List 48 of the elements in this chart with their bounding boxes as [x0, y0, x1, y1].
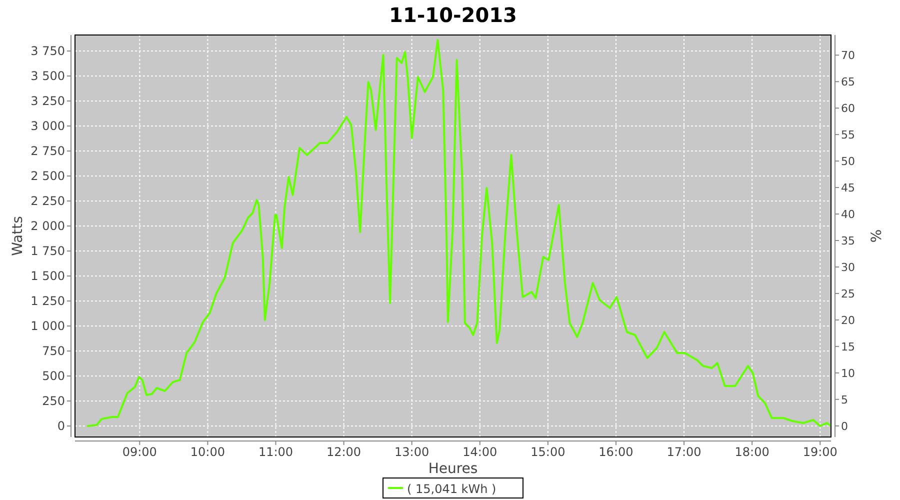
x-tick-label: 12:00: [326, 445, 362, 459]
y2-tick-label: 25: [841, 287, 855, 300]
y2-tick-label: 40: [841, 208, 855, 222]
x-axis-title: Heures: [428, 461, 478, 477]
y-tick-label: 3 250: [30, 94, 65, 108]
y2-tick-label: 15: [841, 340, 855, 354]
y-tick-label: 3 750: [30, 44, 65, 58]
y2-tick-label: 60: [841, 102, 855, 116]
y-tick-label: 3 500: [30, 69, 65, 83]
y-tick-label: 2 500: [30, 169, 65, 183]
x-tick-label: 10:00: [190, 445, 225, 459]
x-tick-label: 11:00: [258, 445, 294, 459]
y2-tick-label: 35: [841, 234, 855, 248]
y2-axis-title: %: [869, 229, 885, 243]
y-tick-label: 0: [57, 419, 65, 433]
y2-tick-label: 5: [841, 393, 848, 406]
line-series: [86, 39, 831, 427]
chart-title: 11-10-2013: [389, 3, 517, 27]
x-tick-label: 09:00: [122, 445, 157, 459]
y2-tick-label: 65: [841, 76, 855, 89]
y2-tick-label: 30: [841, 260, 855, 274]
y2-tick-label: 20: [841, 314, 855, 327]
y2-tick-label: 50: [841, 155, 855, 168]
x-tick-label: 15:00: [530, 445, 566, 459]
x-tick-label: 13:00: [394, 445, 430, 459]
y-tick-label: 2 000: [30, 219, 65, 233]
x-tick-label: 18:00: [734, 445, 770, 459]
y-tick-label: 1 500: [30, 269, 65, 283]
y-tick-label: 1 000: [30, 319, 65, 333]
legend-label: ( 15,041 kWh ): [407, 482, 496, 496]
x-tick-label: 17:00: [666, 445, 702, 459]
y-tick-label: 750: [42, 344, 65, 358]
y2-tick-label: 70: [841, 49, 855, 62]
x-tick-label: 14:00: [462, 445, 498, 459]
y-axis-title: Watts: [10, 216, 26, 256]
y2-tick-label: 55: [841, 128, 855, 142]
y-tick-label: 1 750: [30, 244, 65, 258]
y-tick-label: 1 250: [30, 294, 65, 308]
x-tick-label: 16:00: [598, 445, 634, 459]
y-tick-label: 250: [42, 394, 65, 408]
y2-tick-label: 45: [841, 182, 855, 195]
y-tick-label: 500: [42, 369, 65, 383]
y2-tick-label: 0: [841, 420, 848, 433]
y-tick-label: 2 250: [30, 194, 65, 208]
y-tick-label: 3 000: [30, 119, 65, 133]
y-tick-label: 2 750: [30, 144, 65, 158]
x-tick-label: 19:00: [802, 445, 838, 459]
y2-tick-label: 10: [841, 366, 855, 380]
